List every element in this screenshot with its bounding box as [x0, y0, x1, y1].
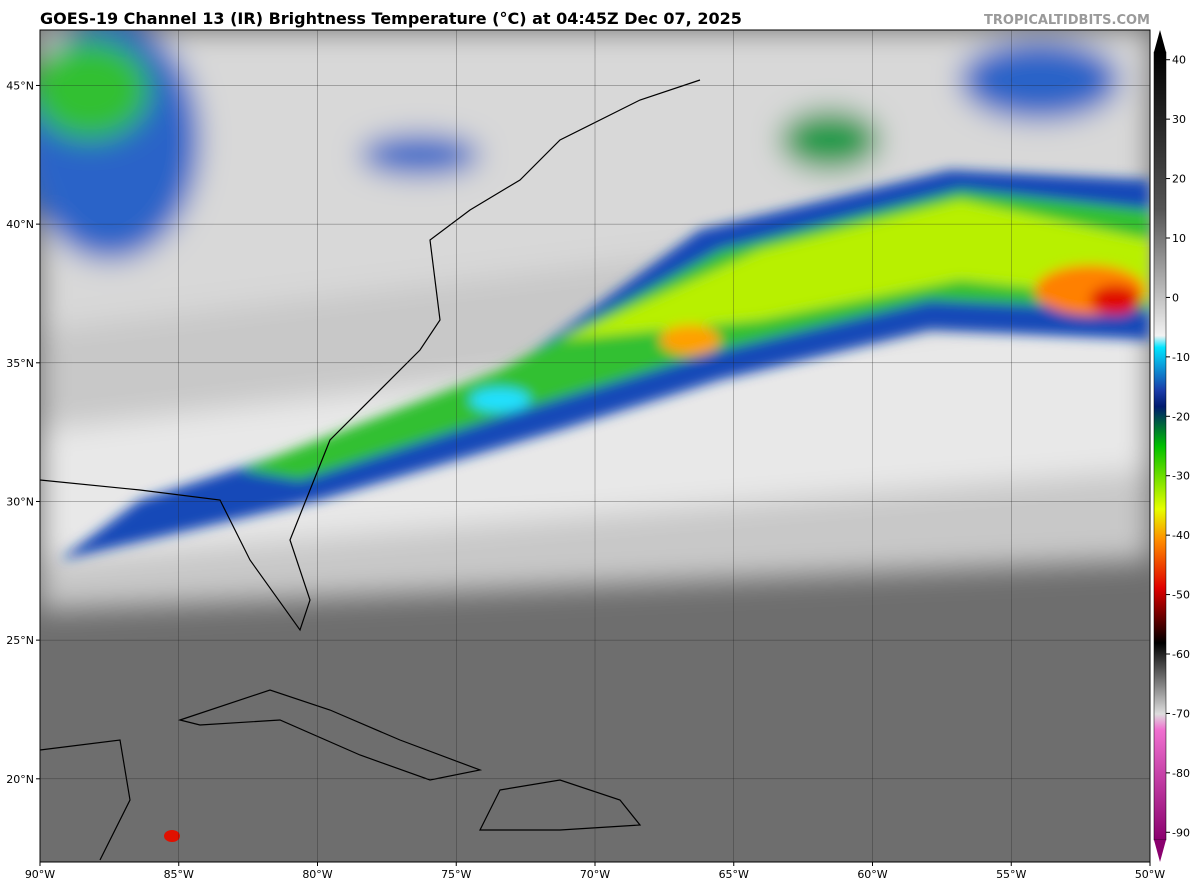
lon-tick-label: 85°W	[164, 868, 194, 881]
lon-tick-label: 75°W	[441, 868, 471, 881]
lat-tick-label: 25°N	[6, 634, 34, 647]
colorbar-extend-bottom	[1154, 840, 1166, 862]
lon-tick-label: 60°W	[857, 868, 887, 881]
colorbar-tick-label: -50	[1172, 589, 1190, 602]
lon-tick-label: 50°W	[1135, 868, 1165, 881]
colorbar-tick-label: -20	[1172, 410, 1190, 423]
lat-tick-label: 30°N	[6, 495, 34, 508]
colorbar-tick-label: -80	[1172, 767, 1190, 780]
colorbar-tick-label: 30	[1172, 113, 1186, 126]
colorbar-tick-label: 0	[1172, 291, 1179, 304]
colorbar-tick-label: -10	[1172, 351, 1190, 364]
colorbar-tick-label: -40	[1172, 529, 1190, 542]
lat-tick-label: 35°N	[6, 357, 34, 370]
colorbar-tick-label: -70	[1172, 707, 1190, 720]
lon-tick-label: 90°W	[25, 868, 55, 881]
colorbar-tick-label: 40	[1172, 54, 1186, 67]
title: GOES-19 Channel 13 (IR) Brightness Tempe…	[40, 9, 742, 28]
colorbar-tick-label: -30	[1172, 470, 1190, 483]
colorbar-tick-label: 20	[1172, 173, 1186, 186]
colorbar-extend-top	[1154, 30, 1166, 52]
colorbar-tick-label: 10	[1172, 232, 1186, 245]
lat-tick-label: 40°N	[6, 218, 34, 231]
colorbar-tick-label: -90	[1172, 826, 1190, 839]
watermark: TROPICALTIDBITS.COM	[984, 13, 1150, 28]
lon-tick-label: 70°W	[580, 868, 610, 881]
colorbar-tick-label: -60	[1172, 648, 1190, 661]
lat-tick-label: 45°N	[6, 79, 34, 92]
lon-tick-label: 55°W	[996, 868, 1026, 881]
lon-tick-label: 65°W	[719, 868, 749, 881]
colorbar	[1153, 51, 1167, 841]
lon-tick-label: 80°W	[302, 868, 332, 881]
lat-tick-label: 20°N	[6, 773, 34, 786]
satellite-imagery	[40, 30, 1150, 862]
